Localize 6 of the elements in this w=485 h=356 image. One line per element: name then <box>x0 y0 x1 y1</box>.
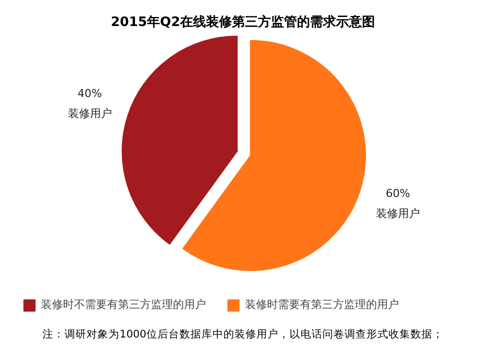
legend-label: 装修时不需要有第三方监理的用户 <box>41 297 206 312</box>
text: 注：调研对象为1000位后台数据库中的装修用户，以电话问卷调查形式收集数据； <box>42 328 444 340</box>
legend-label: 装修时需要有第三方监理的用户 <box>245 297 399 312</box>
data-label: 60% 装修用户 <box>376 186 420 220</box>
chart-title: 2015年Q2在线装修第三方监管的需求示意图 <box>110 14 376 30</box>
data-label: 40% 装修用户 <box>68 86 112 120</box>
